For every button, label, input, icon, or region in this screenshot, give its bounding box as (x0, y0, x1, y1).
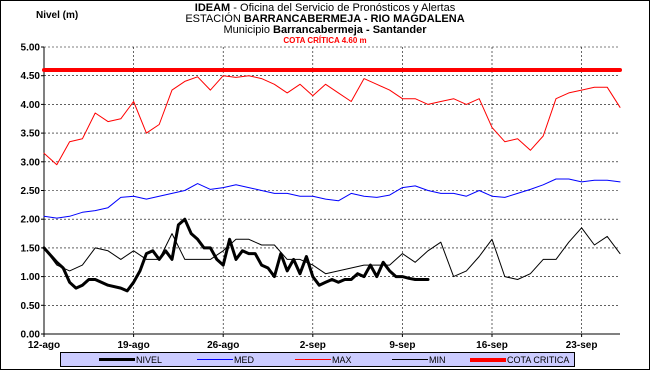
legend-swatch-med (197, 359, 233, 360)
x-tick-label: 12-ago (28, 340, 60, 351)
legend-label-nivel: NIVEL (136, 354, 163, 365)
legend-swatch-cota-critica (470, 357, 506, 362)
chart-title: IDEAM - Oficina del Servicio de Pronósti… (0, 3, 650, 46)
y-tick-label: 3.50 (21, 129, 41, 140)
chart-legend: NIVEL MED MAX MIN COTA CRITICA (60, 352, 575, 367)
legend-item-cota-critica: COTA CRITICA (470, 353, 569, 366)
y-tick-label: 2.50 (21, 186, 41, 197)
legend-label-max: MAX (332, 354, 352, 365)
x-tick-label: 16-sep (476, 340, 508, 351)
x-tick-label: 2-sep (300, 340, 326, 351)
legend-label-cota-critica: COTA CRITICA (507, 354, 570, 365)
legend-item-med: MED (197, 353, 254, 366)
x-tick-label: 23-sep (566, 340, 598, 351)
legend-label-med: MED (234, 354, 254, 365)
title-station-prefix: ESTACIÓN (185, 13, 244, 25)
title-station: BARRANCABERMEJA - RIO MAGDALENA (243, 13, 465, 25)
title-line-3: Municipio Barrancabermeja - Santander (0, 25, 650, 36)
y-tick-label: 4.50 (21, 71, 41, 82)
series-line-med (43, 178, 621, 219)
legend-swatch-max (295, 359, 331, 360)
title-municipality: Barrancabermeja - Santander (273, 24, 427, 36)
y-axis-label: Nivel (m) (36, 10, 79, 21)
series-line-nivel (42, 217, 430, 293)
legend-item-max: MAX (295, 353, 352, 366)
title-municipality-prefix: Municipio (223, 24, 274, 36)
x-tick-label: 9-sep (389, 340, 415, 351)
title-agency: IDEAM (194, 2, 231, 14)
legend-swatch-nivel (99, 358, 135, 361)
legend-label-min: MIN (429, 354, 446, 365)
y-tick-label: 3.00 (21, 157, 41, 168)
title-line-1: IDEAM - Oficina del Servicio de Pronósti… (0, 3, 650, 14)
y-tick-label: 1.00 (21, 272, 41, 283)
legend-item-nivel: NIVEL (99, 353, 162, 366)
title-agency-office: - Oficina del Servicio de Pronósticos y … (230, 2, 456, 14)
series-line-max (43, 75, 621, 166)
y-tick-label: 5.00 (21, 43, 41, 54)
y-tick-label: 1.50 (21, 243, 41, 254)
series-line-min (43, 227, 621, 280)
y-tick-label: 0.50 (21, 301, 41, 312)
y-tick-label: 0.00 (21, 330, 41, 341)
critical-level-note: COTA CRÍTICA 4.60 m (283, 36, 367, 45)
legend-swatch-min (392, 359, 428, 360)
title-line-2: ESTACIÓN BARRANCABERMEJA - RIO MAGDALENA (0, 14, 650, 25)
y-tick-label: 4.00 (21, 100, 41, 111)
x-tick-label: 26-ago (207, 340, 239, 351)
x-tick-label: 19-ago (117, 340, 149, 351)
legend-item-min: MIN (392, 353, 446, 366)
y-tick-label: 2.00 (21, 215, 41, 226)
